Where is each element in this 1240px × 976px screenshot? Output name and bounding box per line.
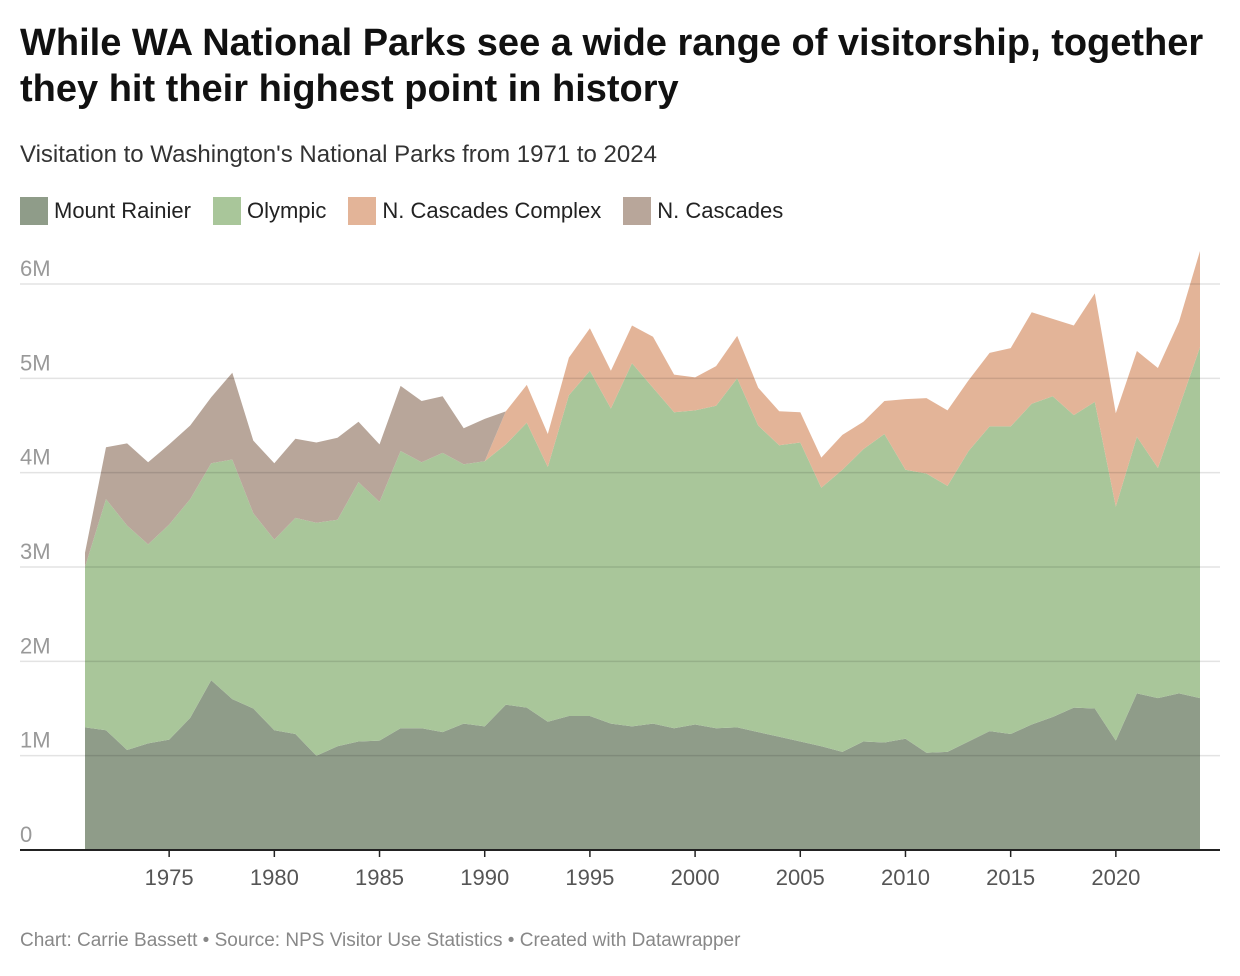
area-n-cascades	[85, 372, 506, 567]
x-tick-label: 2020	[1091, 865, 1140, 890]
legend-swatch-mount-rainier	[20, 197, 48, 225]
y-tick-label: 3M	[20, 539, 51, 564]
legend-item-n-cascades-complex: N. Cascades Complex	[348, 197, 601, 225]
x-tick-label: 2000	[671, 865, 720, 890]
x-tick-label: 1975	[145, 865, 194, 890]
area-olympic	[85, 347, 1200, 756]
legend-swatch-n-cascades-complex	[348, 197, 377, 225]
legend-label-n-cascades: N. Cascades	[657, 198, 784, 223]
area-mount-rainier	[85, 680, 1200, 850]
y-tick-label: 1M	[20, 728, 51, 753]
x-tick-label: 2005	[776, 865, 825, 890]
legend-label-n-cascades-complex: N. Cascades Complex	[382, 198, 602, 223]
x-tick-label: 2015	[986, 865, 1035, 890]
y-tick-label: 2M	[20, 633, 51, 658]
x-tick-label: 1980	[250, 865, 299, 890]
legend-item-n-cascades: N. Cascades	[623, 197, 783, 225]
y-tick-label: 6M	[20, 256, 51, 281]
chart-footer: Chart: Carrie Bassett • Source: NPS Visi…	[20, 930, 741, 951]
legend-label-mount-rainier: Mount Rainier	[54, 198, 191, 223]
y-tick-label: 5M	[20, 350, 51, 375]
legend-swatch-n-cascades	[623, 197, 652, 225]
legend-item-olympic: Olympic	[212, 197, 327, 225]
chart-title: While WA National Parks see a wide range…	[20, 22, 1204, 110]
x-tick-label: 1995	[565, 865, 614, 890]
x-tick-label: 1990	[460, 865, 509, 890]
x-tick-label: 1985	[355, 865, 404, 890]
legend: Mount Rainier Olympic N. Cascades Comple…	[20, 197, 805, 225]
x-tick-label: 2010	[881, 865, 930, 890]
stacked-area-chart: 0 1M 2M 3M 4M 5M 6M 1975 1980 1985 1990 1995 2000 200…	[20, 251, 1220, 890]
y-tick-label: 4M	[20, 445, 51, 470]
y-tick-label: 0	[20, 822, 32, 847]
legend-item-mount-rainier: Mount Rainier	[20, 197, 191, 225]
legend-swatch-olympic	[212, 197, 241, 225]
area-layer	[85, 251, 1200, 850]
legend-label-olympic: Olympic	[246, 198, 327, 223]
area-n-cascades-complex	[484, 251, 1200, 507]
chart-subtitle: Visitation to Washington's National Park…	[20, 141, 657, 168]
